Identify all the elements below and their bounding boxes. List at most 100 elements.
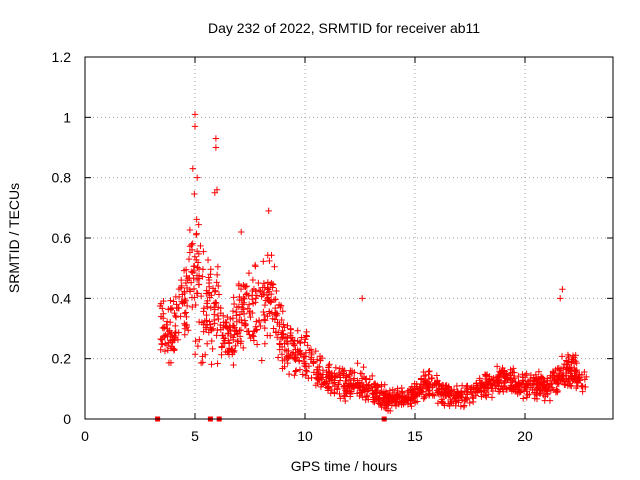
data-point: [302, 372, 310, 379]
data-point: [473, 380, 480, 387]
data-point: [183, 284, 191, 292]
data-point: [346, 371, 353, 378]
data-point: [257, 322, 264, 330]
data-point: [480, 391, 487, 398]
data-point: [325, 368, 333, 375]
data-point: [448, 387, 455, 394]
data-point: [393, 392, 400, 399]
data-point: [183, 313, 190, 321]
data-point: [241, 317, 249, 324]
data-point: [255, 279, 262, 287]
data-point: [271, 316, 279, 323]
data-point: [190, 285, 198, 293]
peak-point: [191, 111, 199, 118]
peak-point: [265, 207, 272, 215]
data-point: [555, 380, 562, 388]
data-point: [472, 388, 479, 395]
data-point: [411, 383, 418, 391]
data-point: [237, 326, 245, 334]
data-point: [185, 327, 192, 334]
data-point: [193, 216, 200, 223]
y-tick-label: 0: [63, 411, 71, 427]
data-point: [240, 299, 248, 306]
data-point: [217, 304, 224, 312]
data-point: [270, 325, 277, 332]
data-point: [512, 378, 519, 386]
data-point: [268, 252, 275, 259]
data-point: [181, 325, 189, 332]
data-point: [554, 387, 561, 395]
x-tick-label: 15: [407, 428, 423, 444]
data-point: [214, 263, 222, 271]
peak-point: [559, 286, 566, 293]
data-point: [182, 309, 190, 316]
peak-point: [212, 135, 220, 142]
data-point: [186, 226, 194, 234]
data-point: [193, 230, 200, 237]
data-point: [421, 393, 428, 401]
data-point: [271, 263, 278, 270]
data-point: [324, 385, 332, 392]
data-point: [488, 394, 496, 401]
data-point: [273, 334, 281, 341]
data-point: [217, 321, 224, 329]
x-tick-label: 20: [517, 428, 533, 444]
data-point: [395, 400, 403, 408]
data-point: [511, 382, 519, 390]
data-point: [171, 346, 178, 353]
data-point: [256, 318, 263, 326]
data-point: [523, 394, 530, 401]
data-point: [191, 351, 199, 358]
data-point: [295, 358, 303, 365]
data-point: [213, 271, 221, 279]
data-point: [355, 379, 363, 386]
data-point: [342, 397, 349, 405]
data-point: [261, 340, 269, 347]
data-point: [260, 258, 267, 265]
data-point: [200, 305, 208, 312]
data-point: [199, 359, 206, 366]
data-point: [252, 323, 259, 330]
data-point: [543, 384, 551, 391]
data-point: [164, 330, 171, 338]
data-point: [298, 334, 305, 341]
data-point: [464, 384, 471, 392]
data-point: [193, 290, 201, 297]
data-point: [194, 264, 201, 271]
data-point: [426, 367, 433, 375]
data-point: [329, 380, 337, 387]
data-point: [390, 394, 397, 401]
data-point: [426, 390, 433, 398]
data-point: [564, 358, 572, 365]
data-point: [354, 385, 362, 392]
data-point: [225, 337, 232, 344]
data-point: [200, 248, 207, 255]
data-point: [246, 309, 253, 317]
data-point: [552, 366, 559, 374]
data-point: [565, 353, 573, 361]
data-point: [464, 391, 471, 398]
data-point: [197, 359, 205, 367]
data-point: [215, 282, 222, 290]
data-point: [209, 285, 217, 292]
data-point: [504, 376, 511, 383]
data-point: [193, 272, 201, 279]
data-point: [544, 390, 551, 397]
data-point: [375, 396, 382, 403]
data-point: [492, 385, 499, 392]
data-point: [408, 393, 415, 401]
data-point: [215, 291, 223, 298]
data-point: [220, 319, 227, 326]
data-point: [237, 340, 244, 347]
data-point: [249, 332, 256, 339]
data-point: [213, 279, 220, 286]
data-point: [368, 383, 376, 390]
data-point: [260, 316, 268, 323]
data-point: [211, 311, 218, 318]
data-point: [209, 345, 216, 353]
data-point: [572, 368, 579, 375]
data-point: [327, 390, 334, 397]
data-point: [181, 331, 189, 338]
data-point: [279, 308, 286, 315]
data-point: [328, 386, 336, 394]
